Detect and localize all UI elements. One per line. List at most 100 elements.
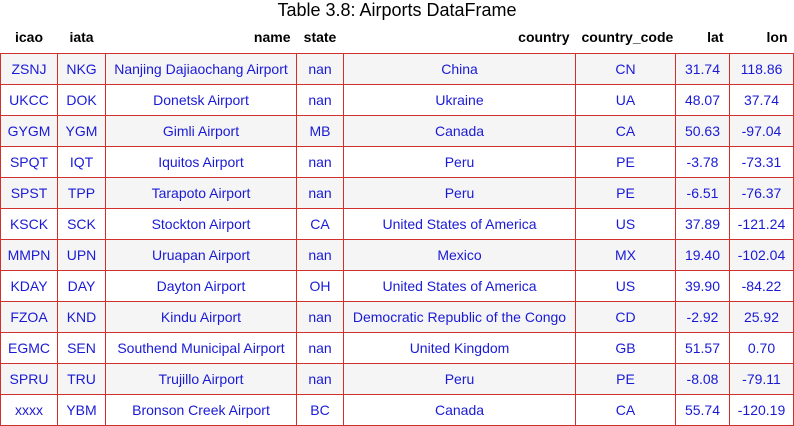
cell-country-code: PE [575, 363, 676, 395]
table-row: KDAY DAY Dayton Airport OH United States of … [0, 270, 794, 302]
cell-name: Nanjing Dajiaochang Airport [105, 53, 297, 85]
cell-lon: -97.04 [729, 115, 794, 147]
cell-lat: 31.74 [675, 53, 730, 85]
cell-country: Peru [343, 146, 576, 178]
cell-country-code: US [575, 270, 676, 302]
cell-lon: -73.31 [729, 146, 794, 178]
cell-iata: NKG [57, 53, 106, 85]
cell-icao: MMPN [0, 239, 58, 271]
column-header-state: state [303, 28, 337, 45]
cell-name: Gimli Airport [105, 115, 297, 147]
cell-lon: -84.22 [729, 270, 794, 302]
cell-name: Uruapan Airport [105, 239, 297, 271]
cell-icao: FZOA [0, 301, 58, 333]
cell-lon: 118.86 [729, 53, 794, 85]
cell-country: United States of America [343, 208, 576, 240]
cell-iata: DAY [57, 270, 106, 302]
table-row: UKCC DOK Donetsk Airport nan Ukraine UA 48.07 3… [0, 84, 794, 116]
cell-icao: SPQT [0, 146, 58, 178]
cell-iata: UPN [57, 239, 106, 271]
cell-iata: SCK [57, 208, 106, 240]
cell-country: Canada [343, 394, 576, 426]
cell-iata: TRU [57, 363, 106, 395]
cell-country-code: CN [575, 53, 676, 85]
cell-name: Southend Municipal Airport [105, 332, 297, 364]
cell-lat: 51.57 [675, 332, 730, 364]
cell-lon: -120.19 [729, 394, 794, 426]
cell-lon: -121.24 [729, 208, 794, 240]
header-row: icao iata name state country country_cod… [1, 20, 794, 54]
table-row: MMPN UPN Uruapan Airport nan Mexico MX 19.40 -1… [0, 239, 794, 271]
table-row: SPST TPP Tarapoto Airport nan Peru PE -6.51 -76… [0, 177, 794, 209]
cell-iata: DOK [57, 84, 106, 116]
column-header-lat: lat [707, 28, 724, 45]
table-row: SPRU TRU Trujillo Airport nan Peru PE -8.08 -79… [0, 363, 794, 395]
cell-iata: SEN [57, 332, 106, 364]
cell-lat: 50.63 [675, 115, 730, 147]
cell-lat: -8.08 [675, 363, 730, 395]
column-header-icao: icao [14, 28, 43, 45]
table-row: EGMC SEN Southend Municipal Airport nan Unit… [0, 332, 794, 364]
cell-country-code: MX [575, 239, 676, 271]
cell-country: United Kingdom [343, 332, 576, 364]
cell-country-code: US [575, 208, 676, 240]
cell-name: Dayton Airport [105, 270, 297, 302]
table-row: GYGM YGM Gimli Airport MB Canada CA 50.63 -97.0… [0, 115, 794, 147]
cell-state: MB [296, 115, 344, 147]
cell-state: CA [296, 208, 344, 240]
cell-state: nan [296, 146, 344, 178]
cell-icao: xxxx [0, 394, 58, 426]
cell-state: nan [296, 301, 344, 333]
cell-lon: 0.70 [729, 332, 794, 364]
cell-country-code: UA [575, 84, 676, 116]
cell-icao: UKCC [0, 84, 58, 116]
airports-table: icao iata name state country country_cod… [0, 20, 794, 426]
cell-name: Kindu Airport [105, 301, 297, 333]
cell-lon: -76.37 [729, 177, 794, 209]
cell-name: Tarapoto Airport [105, 177, 297, 209]
cell-iata: TPP [57, 177, 106, 209]
column-header-country-code: country_code [581, 28, 674, 45]
cell-iata: KND [57, 301, 106, 333]
column-header-country: country [518, 28, 570, 45]
table-row: FZOA KND Kindu Airport nan Democratic Republ… [0, 301, 794, 333]
cell-lon: 37.74 [729, 84, 794, 116]
cell-country: Canada [343, 115, 576, 147]
cell-iata: YBM [57, 394, 106, 426]
cell-country: Ukraine [343, 84, 576, 116]
cell-lat: -6.51 [675, 177, 730, 209]
cell-country: Peru [343, 177, 576, 209]
cell-icao: KSCK [0, 208, 58, 240]
cell-lat: 37.89 [675, 208, 730, 240]
cell-lat: -2.92 [675, 301, 730, 333]
cell-lon: 25.92 [729, 301, 794, 333]
table-row: xxxx YBM Bronson Creek Airport BC Canada CA 55… [0, 394, 794, 426]
cell-icao: SPST [0, 177, 58, 209]
cell-country: United States of America [343, 270, 576, 302]
cell-lat: -3.78 [675, 146, 730, 178]
cell-state: OH [296, 270, 344, 302]
cell-name: Iquitos Airport [105, 146, 297, 178]
cell-state: nan [296, 332, 344, 364]
cell-country-code: CA [575, 394, 676, 426]
cell-icao: SPRU [0, 363, 58, 395]
cell-state: nan [296, 84, 344, 116]
column-header-name: name [253, 28, 291, 45]
column-header-lon: lon [766, 28, 788, 45]
cell-name: Bronson Creek Airport [105, 394, 297, 426]
cell-icao: KDAY [0, 270, 58, 302]
cell-lat: 19.40 [675, 239, 730, 271]
cell-country: Mexico [343, 239, 576, 271]
table-row: SPQT IQT Iquitos Airport nan Peru PE -3.78 -73.… [0, 146, 794, 178]
cell-icao: EGMC [0, 332, 58, 364]
cell-country-code: PE [575, 177, 676, 209]
table-body: ZSNJ NKG Nanjing Dajiaochang Airport nan Chi… [0, 53, 794, 426]
cell-country-code: CD [575, 301, 676, 333]
column-header-iata: iata [69, 28, 94, 45]
cell-country: Peru [343, 363, 576, 395]
cell-iata: YGM [57, 115, 106, 147]
cell-state: nan [296, 363, 344, 395]
cell-country-code: CA [575, 115, 676, 147]
table-caption: Table 3.8: Airports DataFrame [277, 0, 517, 20]
cell-country-code: PE [575, 146, 676, 178]
